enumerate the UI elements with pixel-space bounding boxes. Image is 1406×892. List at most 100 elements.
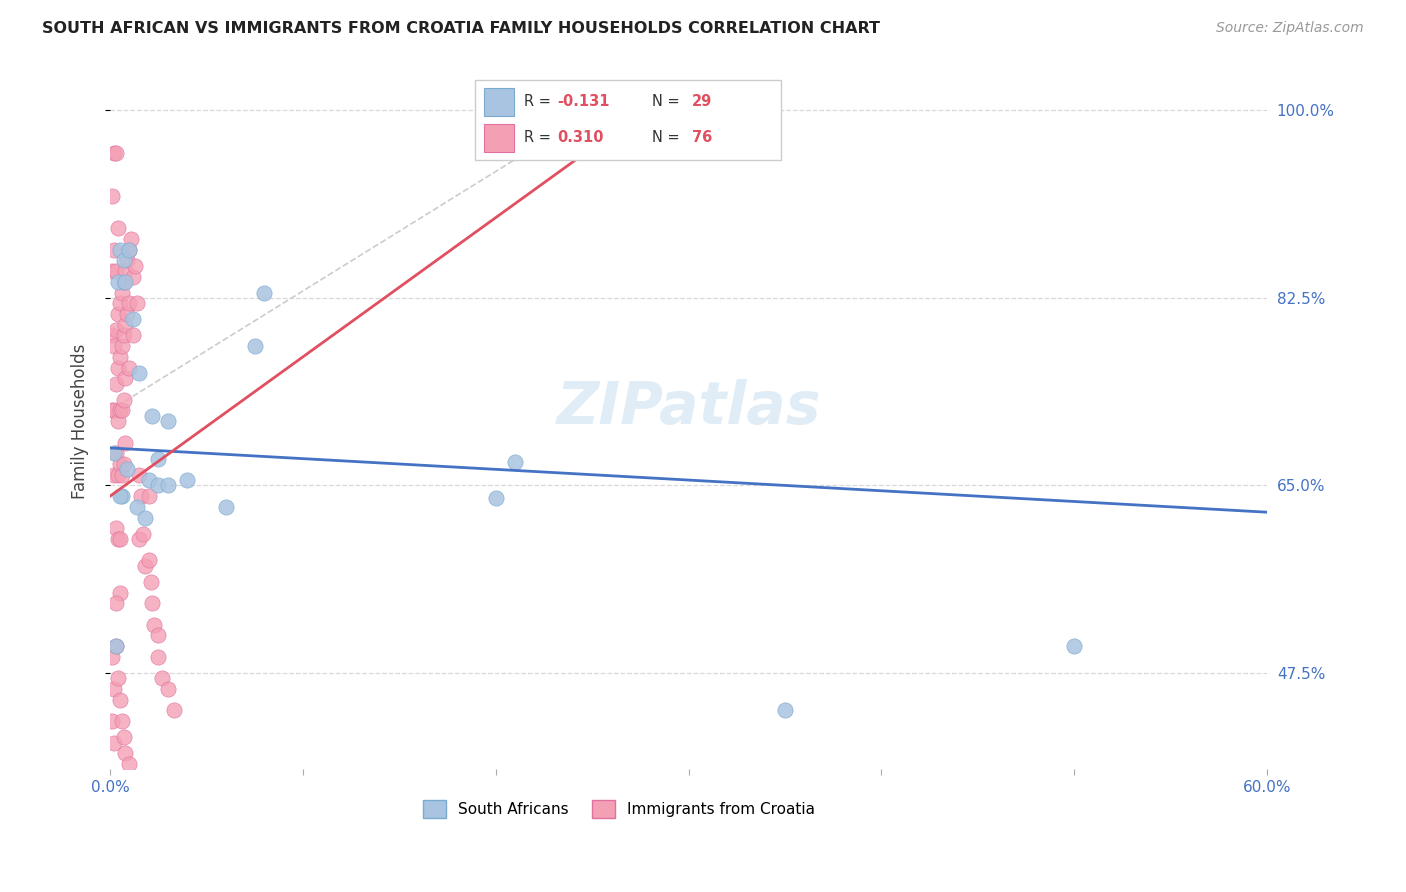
Point: [108, 296, 131, 310]
Point: [215, 500, 238, 514]
Point: [107, 532, 129, 546]
Point: [111, 339, 134, 353]
Point: [108, 692, 131, 706]
Point: [1063, 639, 1085, 653]
Point: [107, 221, 129, 235]
Point: [103, 146, 125, 161]
Point: [111, 714, 134, 728]
Point: [101, 403, 124, 417]
Point: [134, 510, 156, 524]
Point: [141, 409, 163, 423]
Point: [111, 489, 134, 503]
Point: [104, 264, 127, 278]
Point: [108, 585, 131, 599]
Point: [117, 307, 139, 321]
Point: [114, 264, 136, 278]
Point: [104, 639, 127, 653]
Point: [118, 243, 141, 257]
Point: [107, 414, 129, 428]
Point: [141, 596, 163, 610]
Point: [108, 489, 131, 503]
Point: [118, 756, 141, 771]
Text: SOUTH AFRICAN VS IMMIGRANTS FROM CROATIA FAMILY HOUSEHOLDS CORRELATION CHART: SOUTH AFRICAN VS IMMIGRANTS FROM CROATIA…: [42, 21, 880, 36]
Point: [112, 392, 135, 407]
Point: [103, 339, 125, 353]
Point: [503, 455, 526, 469]
Point: [118, 243, 141, 257]
Point: [104, 376, 127, 391]
Point: [114, 275, 136, 289]
Point: [125, 296, 148, 310]
Point: [103, 735, 125, 749]
Point: [138, 553, 160, 567]
Point: [118, 296, 141, 310]
Point: [120, 232, 142, 246]
Point: [107, 671, 129, 685]
Point: [112, 730, 135, 744]
Point: [104, 521, 127, 535]
Point: [108, 350, 131, 364]
Point: [156, 681, 179, 696]
Point: [101, 714, 124, 728]
Point: [103, 446, 125, 460]
Point: [107, 307, 129, 321]
Point: [132, 526, 155, 541]
Point: [253, 285, 276, 300]
Point: [107, 467, 129, 482]
Point: [139, 574, 162, 589]
Y-axis label: Family Households: Family Households: [72, 343, 89, 499]
Point: [104, 146, 127, 161]
Point: [114, 318, 136, 332]
Point: [101, 328, 124, 343]
Point: [112, 253, 135, 268]
Point: [243, 339, 266, 353]
Point: [112, 457, 135, 471]
Point: [104, 596, 127, 610]
Point: [103, 403, 125, 417]
Point: [122, 312, 145, 326]
Point: [108, 532, 131, 546]
Text: Source: ZipAtlas.com: Source: ZipAtlas.com: [1216, 21, 1364, 35]
Point: [114, 746, 136, 760]
Point: [104, 323, 127, 337]
Point: [125, 500, 148, 514]
Point: [163, 703, 186, 717]
Point: [148, 628, 170, 642]
Point: [108, 457, 131, 471]
Point: [114, 371, 136, 385]
Point: [103, 243, 125, 257]
Point: [101, 649, 124, 664]
Point: [150, 671, 173, 685]
Point: [148, 451, 170, 466]
Point: [103, 467, 125, 482]
Point: [117, 462, 139, 476]
Point: [138, 489, 160, 503]
Point: [485, 491, 508, 506]
Point: [108, 403, 131, 417]
Point: [138, 473, 160, 487]
Legend: South Africans, Immigrants from Croatia: South Africans, Immigrants from Croatia: [418, 794, 821, 824]
Point: [111, 403, 134, 417]
Point: [122, 328, 145, 343]
Point: [114, 435, 136, 450]
Point: [148, 649, 170, 664]
Point: [117, 253, 139, 268]
Point: [124, 259, 146, 273]
Point: [156, 478, 179, 492]
Point: [103, 681, 125, 696]
Point: [107, 275, 129, 289]
Point: [111, 467, 134, 482]
Text: ZIPatlas: ZIPatlas: [557, 379, 821, 435]
Point: [176, 473, 198, 487]
Point: [148, 478, 170, 492]
Point: [128, 532, 150, 546]
Point: [108, 243, 131, 257]
Point: [112, 275, 135, 289]
Point: [129, 489, 152, 503]
Point: [104, 639, 127, 653]
Point: [134, 558, 156, 573]
Point: [128, 467, 150, 482]
Point: [111, 285, 134, 300]
Point: [122, 269, 145, 284]
Point: [773, 703, 796, 717]
